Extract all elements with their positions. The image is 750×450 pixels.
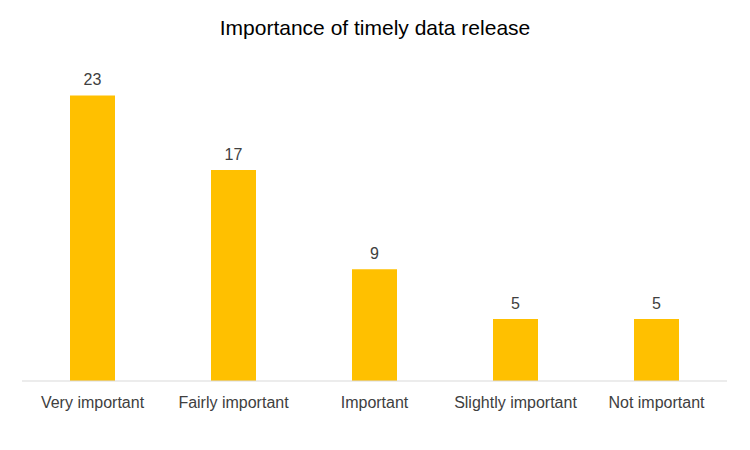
svg-text:5: 5 xyxy=(652,295,661,312)
svg-text:17: 17 xyxy=(225,146,243,163)
svg-text:Very important: Very important xyxy=(41,394,145,411)
svg-text:5: 5 xyxy=(511,295,520,312)
svg-text:Fairly important: Fairly important xyxy=(178,394,289,411)
svg-text:23: 23 xyxy=(84,71,102,88)
svg-text:Slightly important: Slightly important xyxy=(454,394,577,411)
svg-text:Not important: Not important xyxy=(608,394,705,411)
svg-text:Important: Important xyxy=(341,394,409,411)
html-text:Importance of timely data rele: Importance of timely data release xyxy=(219,16,531,39)
svg-text:9: 9 xyxy=(370,245,379,262)
